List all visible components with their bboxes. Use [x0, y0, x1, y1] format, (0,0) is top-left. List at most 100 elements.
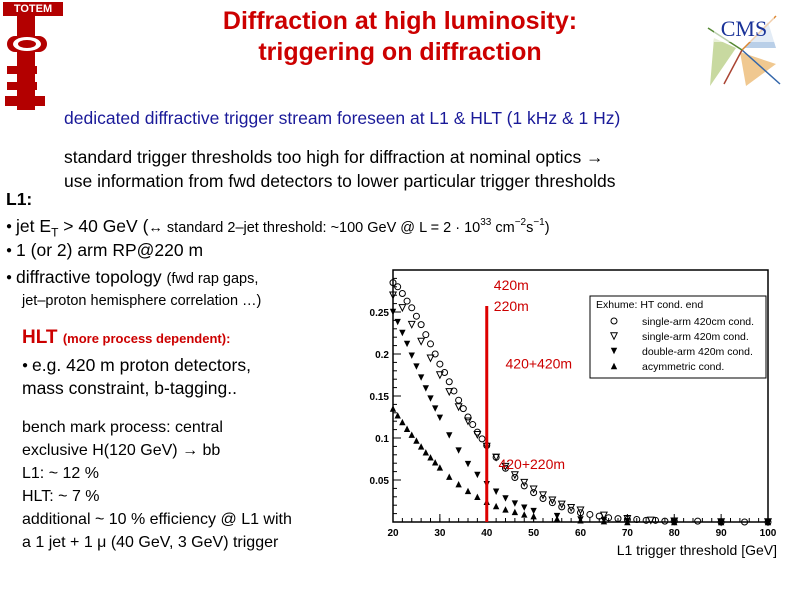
data-point [417, 374, 425, 381]
data-point [427, 395, 434, 402]
bullet-icon: ● [6, 245, 13, 257]
data-point [422, 385, 430, 392]
data-point [492, 502, 500, 510]
data-point [469, 421, 477, 429]
data-point [431, 405, 439, 412]
data-point [389, 279, 397, 287]
data-point [398, 304, 407, 313]
data-point [521, 511, 528, 518]
data-point [445, 378, 453, 386]
totem-logo-banner: TOTEM [3, 2, 63, 16]
data-point [511, 500, 519, 507]
data-point [412, 312, 420, 320]
totem-logo-emblem [5, 16, 47, 110]
l1-heading: L1: [6, 189, 33, 209]
data-point [446, 473, 453, 480]
x-tick-label: 100 [760, 528, 777, 539]
data-point [530, 507, 537, 515]
data-point [553, 515, 561, 522]
data-point [510, 471, 519, 480]
benchmark-block: bench mark process: central exclusive H(… [22, 416, 292, 554]
x-tick-label: 30 [434, 528, 446, 539]
data-point [609, 332, 619, 341]
data-point [436, 464, 444, 471]
data-point [389, 405, 397, 412]
data-point [417, 337, 426, 346]
data-point [624, 518, 631, 526]
data-point [741, 518, 749, 526]
data-point [408, 304, 416, 312]
l1-bullet-1: ● jet ET > 40 GeV (↔ standard 2–jet thres… [6, 215, 550, 240]
data-point [399, 418, 406, 426]
data-point [539, 494, 547, 502]
data-point [661, 517, 669, 525]
data-point [445, 388, 454, 397]
data-point [413, 363, 420, 370]
legend-title: Exhume: HT cond. end [596, 299, 703, 311]
chart-annotation: 220m [494, 298, 529, 314]
legend-entry: single-arm 420cm cond. [642, 316, 754, 328]
title-line-1: Diffraction at high luminosity: [222, 7, 578, 35]
bullet-icon: ● [22, 360, 29, 372]
bullet-icon: ● [6, 272, 13, 284]
data-point [492, 453, 501, 462]
data-point [431, 350, 439, 358]
data-point [413, 437, 420, 444]
data-point [454, 403, 463, 412]
data-point [403, 340, 411, 348]
data-point [530, 489, 538, 497]
data-point [436, 414, 444, 422]
data-point [436, 360, 444, 368]
data-point [529, 485, 538, 494]
data-point [389, 308, 397, 316]
data-point [474, 471, 481, 479]
data-point [473, 430, 482, 439]
efficiency-chart-svg: 20304050607080901000.050.10.150.20.25Eff… [335, 269, 777, 558]
data-point [520, 478, 529, 487]
data-point [646, 516, 655, 525]
data-point [417, 321, 425, 329]
data-point [407, 320, 416, 329]
data-point [464, 460, 472, 468]
data-point [511, 473, 519, 481]
data-point [614, 515, 622, 523]
l1-bullet-3-cont: jet–proton hemisphere correlation …) [22, 293, 262, 309]
intro-line: dedicated diffractive trigger stream for… [64, 108, 621, 128]
data-point [463, 417, 473, 426]
data-point [394, 412, 401, 419]
data-point [717, 518, 725, 526]
data-point [455, 481, 462, 488]
data-point [764, 518, 772, 526]
data-point [478, 435, 486, 443]
data-point [455, 396, 463, 404]
bullet-icon: ● [6, 221, 13, 233]
data-point [435, 371, 444, 380]
chart-annotation: 420m [494, 277, 529, 293]
legend-entry: single-arm 420m cond. [642, 331, 749, 343]
bench-line-3: L1: ~ 12 % [22, 465, 99, 482]
info-line-1: standard trigger thresholds too high for… [64, 147, 604, 167]
data-point [492, 488, 500, 495]
x-tick-label: 60 [575, 528, 587, 539]
data-point [422, 331, 430, 339]
chart-annotation: 420+420m [506, 355, 573, 371]
y-tick-label: 0.25 [370, 308, 390, 319]
data-point [576, 506, 585, 515]
data-point [530, 512, 537, 520]
data-point [459, 405, 467, 413]
legend-entry: acymmetric cond. [642, 361, 724, 373]
bench-line-2: exclusive H(120 GeV) → bb [22, 442, 221, 459]
data-point [474, 493, 481, 500]
data-point [446, 432, 453, 439]
legend-box [589, 295, 767, 379]
data-point [403, 297, 411, 305]
info-line-2: use information from fwd detectors to lo… [64, 171, 616, 191]
x-tick-label: 50 [528, 528, 540, 539]
x-tick-label: 40 [481, 528, 493, 539]
y-tick-label: 0.15 [370, 392, 390, 403]
data-point [633, 515, 641, 523]
data-point [548, 496, 557, 505]
data-point [408, 352, 415, 359]
y-tick-label: 0.05 [370, 476, 390, 487]
cms-logo: CMS [706, 8, 782, 88]
